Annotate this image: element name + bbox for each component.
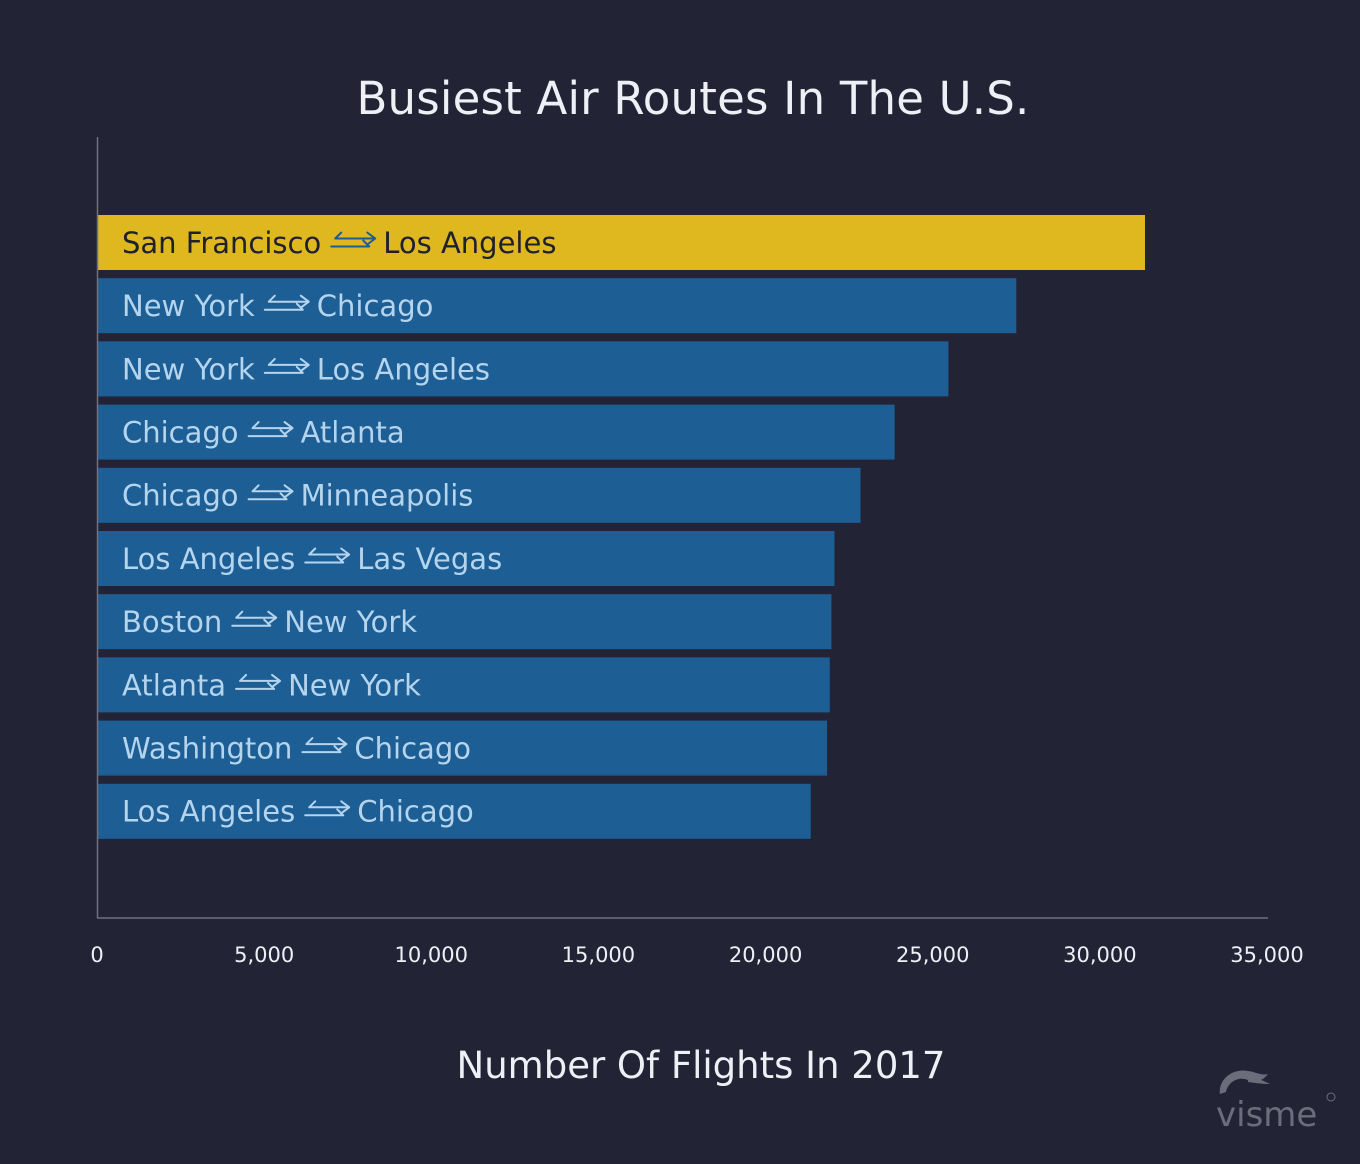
bar-label-to: Chicago <box>354 732 471 766</box>
bar-group: Washington Chicago <box>98 720 828 776</box>
bidirectional-arrow-icon <box>301 737 348 754</box>
bidirectional-arrow-icon <box>263 294 310 311</box>
visme-logo: visme <box>1216 1070 1336 1134</box>
bar-group: Boston New York <box>98 594 832 650</box>
bidirectional-arrow-icon <box>247 484 294 501</box>
bar-label-from: Atlanta <box>122 668 226 702</box>
bar-label-from: Boston <box>122 605 222 639</box>
x-tick-label: 25,000 <box>896 943 969 967</box>
x-tick-label: 10,000 <box>395 943 468 967</box>
bar-label-to: Las Vegas <box>357 542 502 576</box>
visme-lash-icon <box>1248 1078 1270 1084</box>
bar-group: New York Los Angeles <box>98 341 949 397</box>
bar-group: New York Chicago <box>98 278 1017 334</box>
bidirectional-arrow-icon <box>231 610 278 627</box>
bar <box>98 341 949 397</box>
visme-eye-icon <box>1219 1070 1268 1094</box>
bar <box>98 531 835 586</box>
bar-label-to: New York <box>288 668 421 702</box>
bar-label-from: Los Angeles <box>122 542 295 576</box>
bar-label-from: New York <box>122 289 255 323</box>
chart-title: Busiest Air Routes In The U.S. <box>356 72 1030 125</box>
bar-label-to: New York <box>284 605 417 639</box>
bar-group: Chicago Minneapolis <box>98 467 861 523</box>
bar-label-to: Chicago <box>317 289 434 323</box>
bidirectional-arrow-icon <box>330 231 377 248</box>
bar-label-from: Chicago <box>122 416 239 450</box>
bidirectional-arrow-icon <box>235 673 282 690</box>
bar-label-to: Los Angeles <box>383 226 556 260</box>
x-tick-label: 5,000 <box>234 943 294 967</box>
bar <box>98 467 861 523</box>
bidirectional-arrow-icon <box>304 547 351 564</box>
bar-label-to: Chicago <box>357 795 474 829</box>
bidirectional-arrow-icon <box>304 800 351 817</box>
x-tick-label: 0 <box>90 943 103 967</box>
bidirectional-arrow-icon <box>263 357 310 374</box>
bar <box>98 215 1145 270</box>
x-tick-label: 35,000 <box>1230 943 1303 967</box>
x-tick-label: 30,000 <box>1063 943 1136 967</box>
x-tick-labels: 0 5,000 10,000 15,000 20,000 25,000 30,000 35,0… <box>90 943 1303 967</box>
bar-label-to: Los Angeles <box>317 352 490 386</box>
visme-logo-text: visme <box>1216 1095 1317 1134</box>
bar <box>98 657 830 713</box>
bar <box>98 278 1017 334</box>
bar-label-from: New York <box>122 352 255 386</box>
bar-label-to: Atlanta <box>301 416 405 450</box>
registered-mark-icon <box>1326 1092 1336 1102</box>
x-axis-title: Number Of Flights In 2017 <box>456 1044 946 1087</box>
bar-group: Los Angeles Las Vegas <box>98 531 835 586</box>
bar-label-from: Chicago <box>122 479 239 513</box>
bar-label-from: Los Angeles <box>122 795 295 829</box>
x-tick-label: 15,000 <box>562 943 635 967</box>
bar-group: Atlanta New York <box>98 657 830 713</box>
bar <box>98 594 832 650</box>
bar <box>98 404 895 460</box>
bar-group: Chicago Atlanta <box>98 404 895 460</box>
bar <box>98 783 811 839</box>
bar <box>98 720 828 776</box>
bar-group: Los Angeles Chicago <box>98 783 811 839</box>
bar-label-from: Washington <box>122 732 292 766</box>
bidirectional-arrow-icon <box>247 421 294 438</box>
bar-label-to: Minneapolis <box>301 479 474 513</box>
bar-label-from: San Francisco <box>122 226 321 260</box>
x-tick-label: 20,000 <box>729 943 802 967</box>
bar-group: San Francisco Los Angeles <box>98 215 1145 270</box>
